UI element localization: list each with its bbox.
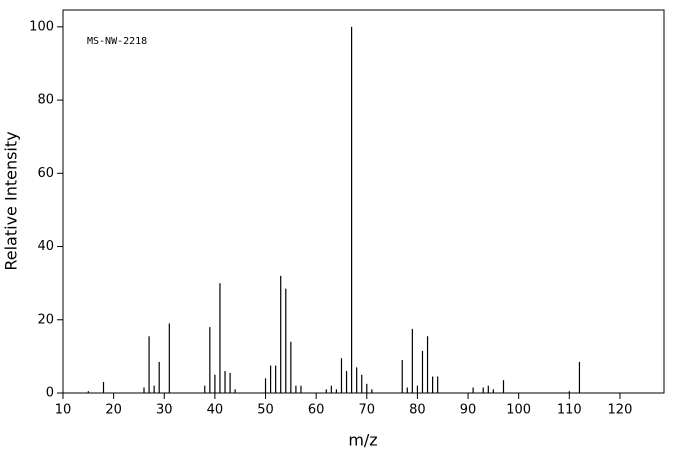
- y-tick-label: 60: [37, 166, 54, 181]
- x-tick-label: 80: [409, 403, 426, 418]
- x-tick-label: 50: [257, 403, 274, 418]
- x-tick-label: 40: [207, 403, 224, 418]
- y-tick-label: 0: [46, 386, 54, 401]
- x-tick-label: 120: [608, 403, 633, 418]
- y-tick-label: 20: [37, 312, 54, 327]
- x-tick-label: 110: [557, 403, 582, 418]
- x-tick-label: 60: [308, 403, 325, 418]
- x-tick-label: 70: [359, 403, 376, 418]
- x-axis-label: m/z: [348, 431, 377, 450]
- x-tick-label: 30: [156, 403, 173, 418]
- y-axis-label: Relative Intensity: [2, 131, 21, 270]
- x-tick-label: 10: [55, 403, 72, 418]
- x-tick-label: 20: [105, 403, 122, 418]
- x-tick-label: 100: [506, 403, 531, 418]
- y-tick-label: 40: [37, 239, 54, 254]
- annotation: MS-NW-2218: [87, 36, 147, 47]
- y-tick-label: 100: [29, 19, 54, 34]
- plot-frame: [62, 9, 665, 394]
- x-tick-label: 90: [460, 403, 477, 418]
- y-tick-label: 80: [37, 93, 54, 108]
